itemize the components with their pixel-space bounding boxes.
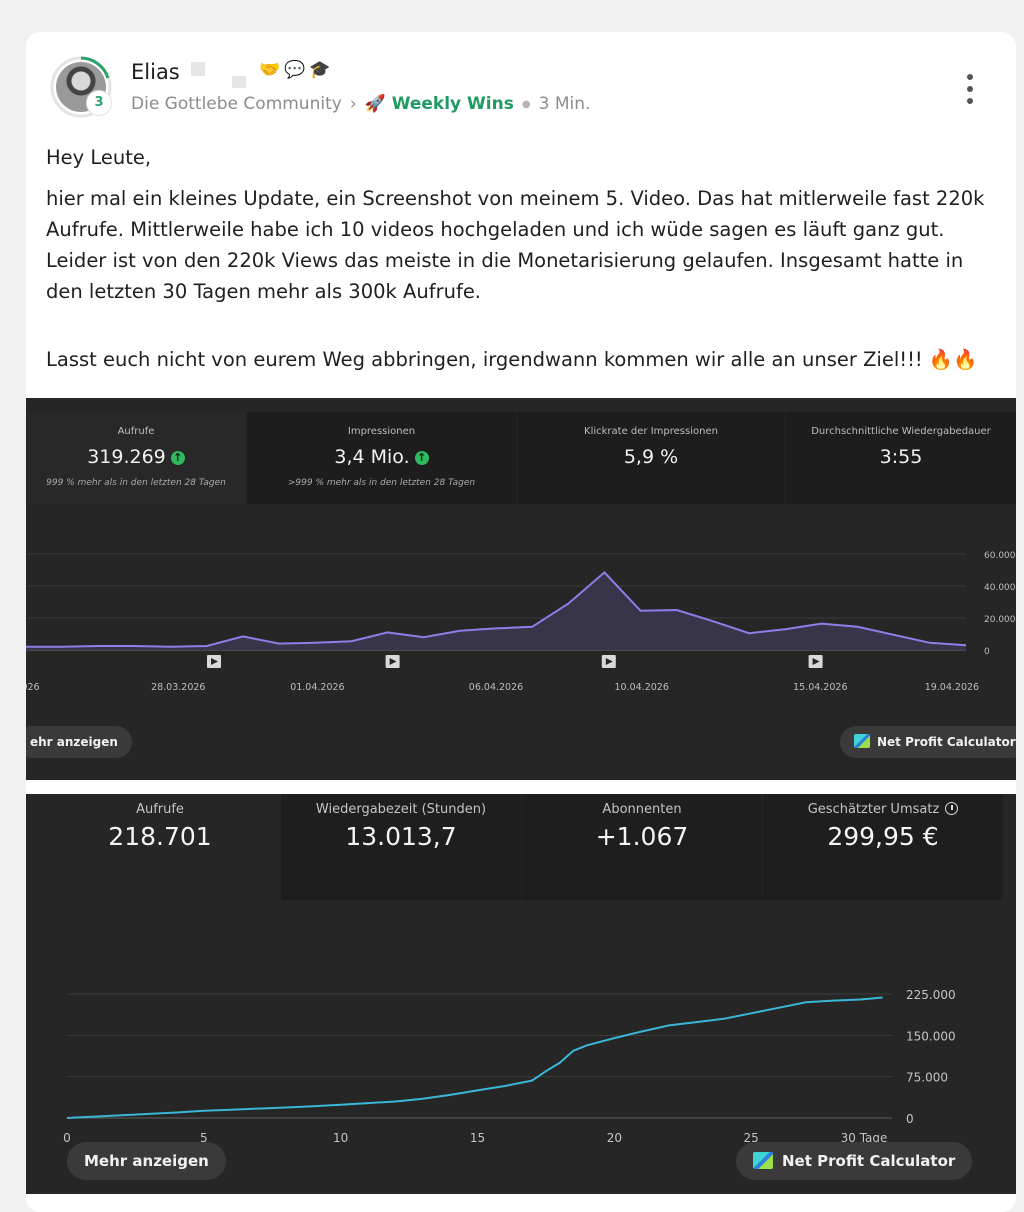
stat-label: Impressionen bbox=[347, 426, 416, 437]
post-time: 3 Min. bbox=[538, 94, 591, 114]
x-tick-label: 15 bbox=[470, 1131, 485, 1145]
stat-value: 218.701 bbox=[108, 822, 212, 851]
x-tick-label: 28.03.2026 bbox=[151, 682, 205, 693]
separator-dot: ● bbox=[521, 98, 531, 110]
category-label: Weekly Wins bbox=[391, 94, 514, 114]
y-tick-label: 150.000 bbox=[906, 1029, 956, 1043]
y-tick-label: 40.000 bbox=[984, 583, 1016, 593]
graduation-icon: 🎓 bbox=[309, 60, 331, 80]
stat-value: 299,95 € bbox=[827, 822, 939, 851]
level-progress-ring bbox=[50, 56, 112, 118]
x-tick-label: 30 Tage bbox=[841, 1131, 888, 1145]
y-tick-label: 60.000 bbox=[984, 551, 1016, 561]
stat-label: Geschätzter Umsatz bbox=[763, 802, 1003, 817]
post-paragraph: Hey Leute, bbox=[46, 146, 152, 169]
level-badge: 3 bbox=[86, 90, 112, 116]
x-tick-label: 0 bbox=[63, 1131, 71, 1145]
series-line bbox=[26, 571, 967, 648]
stat-label: Aufrufe bbox=[117, 426, 155, 437]
play-icon bbox=[605, 658, 613, 665]
post-meta: Die Gottlebe Community › 🚀 Weekly Wins ●… bbox=[131, 94, 590, 114]
cumulative-views-chart: 225.000 150.000 75.000 0 0 5 10 15 20 25 30 Tage bbox=[63, 988, 956, 1145]
stat-tile: Aufrufe 218.701 bbox=[40, 794, 280, 900]
stat-label: Abonnenten bbox=[602, 802, 682, 817]
y-tick-label: 225.000 bbox=[906, 988, 956, 1002]
x-tick-label: 01.04.2026 bbox=[290, 682, 344, 693]
play-icon bbox=[211, 658, 218, 665]
x-tick-label: 10 bbox=[333, 1131, 348, 1145]
y-tick-label: 75.000 bbox=[906, 1071, 948, 1085]
post-body: Hey Leute, hier mal ein kleines Update, … bbox=[46, 142, 996, 375]
stat-tile: Impressionen 3,4 Mio. ↑ >999 % mehr als i… bbox=[247, 412, 516, 504]
post-paragraph: hier mal ein kleines Update, ein Screens… bbox=[46, 187, 985, 303]
redaction bbox=[191, 62, 205, 76]
handshake-icon: 🤝 bbox=[259, 60, 281, 80]
calculator-logo-icon bbox=[753, 1152, 773, 1169]
more-options-icon[interactable] bbox=[960, 74, 980, 104]
calculator-logo-icon bbox=[854, 734, 870, 748]
stat-tile: Klickrate der Impressionen 5,9 % bbox=[517, 412, 785, 504]
community-link[interactable]: Die Gottlebe Community bbox=[131, 94, 342, 114]
x-tick-label: 5 bbox=[200, 1131, 208, 1145]
net-profit-calculator-button[interactable]: Net Profit Calculator bbox=[840, 726, 1016, 758]
chat-bubble-icon: 💬 bbox=[284, 60, 306, 80]
y-tick-label: 0 bbox=[984, 647, 990, 657]
y-tick-label: 0 bbox=[906, 1112, 914, 1126]
author-name[interactable]: Elias bbox=[131, 60, 180, 84]
card-footer-strip bbox=[26, 1194, 1016, 1212]
stat-comparison: 999 % mehr als in den letzten 28 Tagen bbox=[46, 478, 226, 488]
play-icon bbox=[389, 658, 397, 665]
clock-icon[interactable] bbox=[945, 802, 959, 815]
member-badges: 🤝 💬 🎓 bbox=[259, 60, 331, 80]
x-tick-label: 15.04.2026 bbox=[793, 682, 847, 693]
play-icon bbox=[812, 658, 820, 665]
x-tick-label: 20 bbox=[607, 1131, 622, 1145]
stat-comparison: >999 % mehr als in den letzten 28 Tagen bbox=[287, 478, 476, 488]
more-button[interactable]: ehr anzeigen bbox=[26, 726, 132, 758]
net-profit-calculator-button[interactable]: Net Profit Calculator bbox=[736, 1142, 973, 1180]
redaction bbox=[232, 76, 246, 88]
arrow-up-icon: ↑ bbox=[170, 451, 185, 465]
stat-tile: Wiedergabezeit (Stunden) 13.013,7 bbox=[281, 794, 521, 900]
analytics-screenshot-1: Aufrufe 319.269 ↑ 999 % mehr als in den l… bbox=[26, 398, 1016, 780]
rocket-icon: 🚀 bbox=[364, 94, 386, 114]
x-tick-label: 19.04.2026 bbox=[925, 682, 979, 693]
x-tick-label: 10.04.2026 bbox=[614, 682, 668, 693]
stat-tile: Aufrufe 319.269 ↑ 999 % mehr als in den l… bbox=[26, 412, 246, 504]
stat-value: 319.269 ↑ bbox=[26, 446, 246, 468]
stat-label: Durchschnittliche Wiedergabedauer bbox=[811, 426, 991, 437]
y-tick-label: 20.000 bbox=[984, 615, 1016, 625]
analytics-screenshot-2: Aufrufe 218.701 Wiedergabezeit (Stunden)… bbox=[26, 794, 1016, 1194]
more-button[interactable]: Mehr anzeigen bbox=[67, 1142, 226, 1180]
stat-value: 13.013,7 bbox=[345, 822, 457, 851]
stat-tiles: Aufrufe 319.269 ↑ 999 % mehr als in den l… bbox=[26, 412, 1016, 504]
views-chart: 60.000 40.000 20.000 0 .2026 28.03.2026 01.04.… bbox=[26, 551, 1016, 693]
stat-tile: Durchschnittliche Wiedergabedauer 3:55 bbox=[786, 412, 1016, 504]
stat-tile: Geschätzter Umsatz 299,95 € bbox=[763, 794, 1003, 900]
stat-value: +1.067 bbox=[595, 822, 689, 851]
area-fill bbox=[26, 572, 966, 650]
series-line bbox=[66, 996, 883, 1119]
chevron-right-icon: › bbox=[349, 94, 357, 114]
arrow-up-icon: ↑ bbox=[414, 451, 429, 465]
post-paragraph: Lasst euch nicht von eurem Weg abbringen… bbox=[46, 348, 978, 371]
stat-value: 3,4 Mio. ↑ bbox=[247, 446, 516, 468]
post-card: 3 Elias 🤝 💬 🎓 Die Gottlebe Community › 🚀… bbox=[26, 32, 1016, 1212]
x-tick-label: .2026 bbox=[26, 682, 40, 693]
category-link[interactable]: 🚀 Weekly Wins bbox=[365, 94, 514, 114]
stat-label: Klickrate der Impressionen bbox=[584, 426, 718, 437]
stat-label: Aufrufe bbox=[136, 802, 184, 817]
divider bbox=[26, 780, 1016, 794]
stat-value: 3:55 bbox=[879, 446, 923, 468]
stat-label: Wiedergabezeit (Stunden) bbox=[315, 802, 487, 817]
stat-tile: Abonnenten +1.067 bbox=[522, 794, 762, 900]
x-tick-label: 06.04.2026 bbox=[469, 682, 523, 693]
x-tick-label: 25 bbox=[744, 1131, 759, 1145]
stat-value: 5,9 % bbox=[623, 446, 679, 468]
